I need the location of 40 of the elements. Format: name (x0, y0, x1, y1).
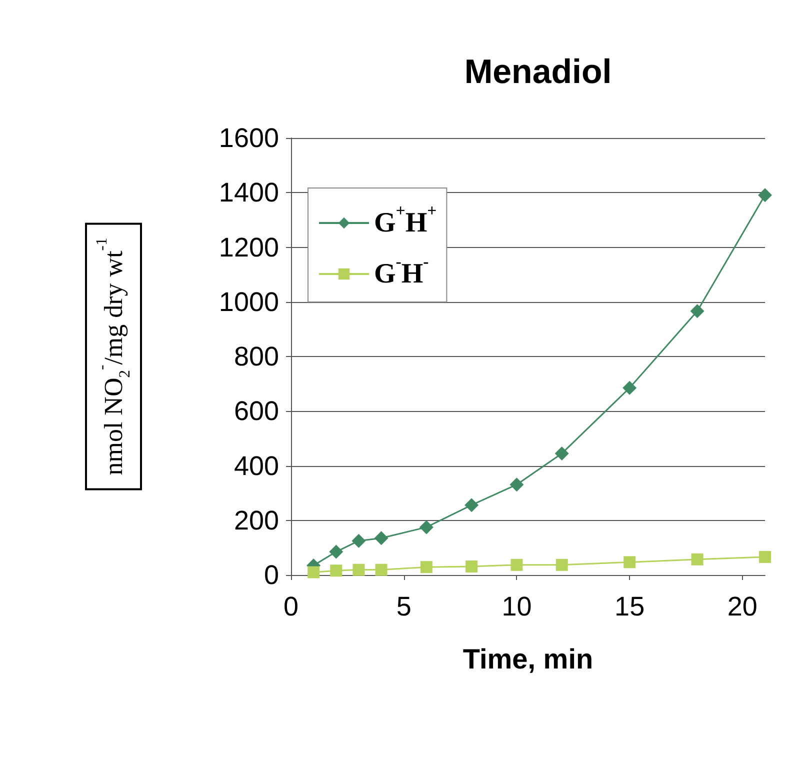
point (352, 564, 365, 576)
x-tick-label: 15 (614, 592, 645, 622)
point (624, 556, 636, 568)
y-tick-label: 600 (234, 396, 279, 426)
y-tick-label: 1600 (218, 123, 279, 153)
point (556, 558, 568, 571)
point (330, 564, 342, 577)
y-tick-label: 400 (234, 450, 279, 481)
point (554, 446, 569, 460)
point (758, 188, 772, 202)
point (759, 550, 771, 563)
point (466, 560, 478, 573)
point (510, 558, 523, 571)
y-tick-label: 1000 (218, 286, 279, 317)
point (374, 531, 388, 546)
y-axis-title: nmol NO2-/mg dry wt-1 (94, 238, 134, 476)
point (352, 534, 366, 548)
legend-label: G+H+ (374, 201, 437, 238)
x-tick-label: 20 (727, 592, 758, 622)
chart-title: Menadiol (464, 53, 612, 91)
x-tick-label: 10 (502, 592, 532, 622)
point (329, 544, 344, 559)
point (622, 380, 637, 395)
y-tick-label: 1400 (218, 178, 279, 208)
legend-label: G-H- (374, 252, 429, 290)
y-tick-label: 0 (264, 560, 279, 590)
x-axis-title: Time, min (462, 644, 594, 674)
y-tick-label: 1200 (218, 232, 279, 262)
point (510, 478, 524, 492)
point (308, 566, 320, 578)
point (420, 561, 432, 574)
y-tick-label: 200 (234, 505, 279, 536)
point (690, 304, 704, 318)
x-tick-label: 0 (283, 592, 299, 622)
point (464, 498, 479, 512)
point (419, 520, 434, 534)
x-tick-label: 5 (396, 592, 412, 622)
point (375, 564, 388, 576)
point (691, 553, 704, 566)
y-tick-label: 800 (234, 342, 279, 372)
